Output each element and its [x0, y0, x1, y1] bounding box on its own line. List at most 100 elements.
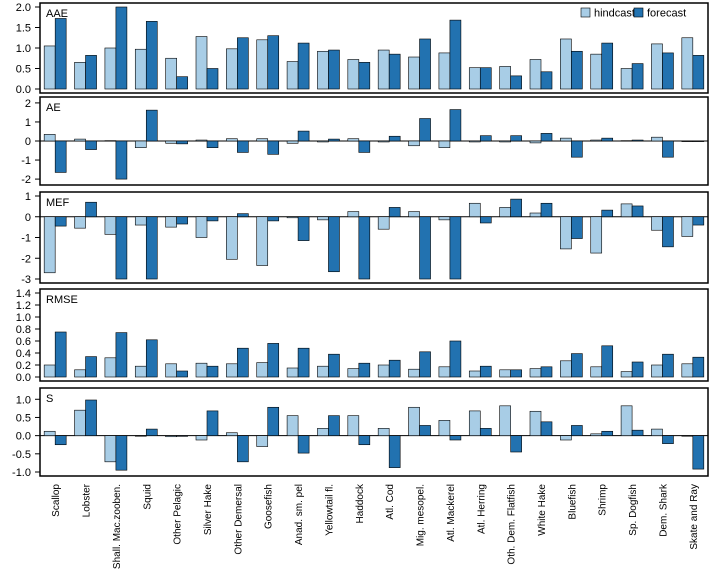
bar-forecast	[328, 138, 340, 142]
bar-hindcast	[651, 136, 663, 142]
bar-hindcast	[256, 138, 269, 142]
bar-hindcast	[134, 48, 147, 90]
y-tick-label: 0	[25, 136, 31, 148]
bar-hindcast	[286, 216, 299, 219]
bar-hindcast	[317, 140, 329, 143]
bar-forecast	[328, 415, 340, 436]
bar-hindcast	[377, 428, 390, 436]
bar-hindcast	[377, 140, 390, 143]
bar-hindcast	[43, 134, 56, 142]
bar-forecast	[571, 353, 583, 378]
bar-hindcast	[499, 405, 511, 436]
bar-forecast	[388, 53, 401, 90]
y-tick-label: 1.0	[16, 43, 31, 55]
bar-forecast	[237, 140, 249, 153]
bar-forecast	[176, 370, 188, 378]
bar-hindcast	[165, 140, 177, 144]
panel-ae: -2 -1 0 1 2 AE	[21, 96, 709, 186]
bar-forecast	[206, 68, 219, 90]
bar-hindcast	[195, 216, 208, 238]
bar-forecast	[388, 135, 401, 142]
y-tick-label: 0.0	[16, 372, 31, 384]
bar-forecast	[631, 205, 644, 218]
y-tick-label: -1.0	[12, 467, 31, 479]
x-tick-label: Other Demersal	[233, 484, 244, 555]
y-tick-label: -2	[21, 174, 31, 186]
bar-hindcast	[408, 211, 420, 218]
x-axis-labels: Scallop Lobster Shall. Mac.zooben. Squid Oth…	[51, 483, 700, 569]
bar-hindcast	[43, 430, 56, 436]
bar-forecast	[297, 435, 310, 454]
bar-hindcast	[134, 216, 147, 226]
x-tick-label: White Hake	[537, 484, 548, 536]
bar-hindcast	[347, 138, 360, 142]
bar-forecast	[510, 198, 522, 218]
bar-forecast	[540, 421, 553, 436]
bar-hindcast	[468, 202, 481, 218]
y-tick-label: -0.5	[12, 449, 31, 461]
bar-hindcast	[438, 366, 451, 378]
bar-forecast	[388, 207, 401, 218]
bar-hindcast	[620, 68, 633, 90]
bar-hindcast	[438, 420, 451, 436]
bar-hindcast	[651, 364, 663, 378]
bar-forecast	[297, 347, 310, 378]
x-tick-label: Bluefish	[567, 484, 578, 520]
bar-forecast	[176, 216, 188, 225]
bar-hindcast	[499, 140, 511, 143]
bar-hindcast	[195, 435, 208, 441]
bar-forecast	[692, 216, 705, 226]
bar-hindcast	[256, 362, 269, 378]
bar-hindcast	[104, 140, 117, 142]
bar-forecast	[540, 366, 553, 378]
bar-hindcast	[681, 435, 694, 437]
bar-hindcast	[468, 370, 481, 378]
bar-hindcast	[408, 406, 420, 436]
bar-forecast	[692, 140, 705, 142]
bar-forecast	[237, 213, 249, 218]
bar-hindcast	[499, 369, 511, 378]
bar-forecast	[692, 435, 705, 470]
bar-hindcast	[74, 409, 86, 436]
bar-hindcast	[408, 368, 420, 378]
legend-label-hindcast: hindcast	[594, 8, 635, 20]
bar-hindcast	[590, 216, 603, 254]
bar-hindcast	[468, 410, 481, 436]
bar-forecast	[328, 216, 340, 273]
bar-forecast	[510, 75, 522, 90]
y-tick-label: 1.0	[16, 394, 31, 406]
bar-hindcast	[347, 415, 360, 436]
x-tick-label: Anad. sm. pel	[294, 484, 305, 545]
bar-forecast	[449, 340, 462, 378]
bar-hindcast	[377, 216, 390, 230]
bar-hindcast	[104, 47, 117, 90]
bar-forecast	[419, 216, 431, 280]
y-tick-label: 1.0	[16, 312, 31, 324]
bar-hindcast	[590, 366, 603, 378]
bar-forecast	[479, 135, 492, 142]
bar-hindcast	[560, 38, 572, 90]
bar-hindcast	[256, 435, 269, 447]
bar-hindcast	[286, 415, 299, 436]
bar-forecast	[176, 140, 188, 145]
bar-forecast	[237, 435, 249, 463]
bar-hindcast	[499, 66, 511, 90]
bar-forecast	[358, 216, 371, 280]
bar-forecast	[358, 140, 371, 153]
bar-forecast	[85, 201, 97, 218]
bar-hindcast	[620, 405, 633, 436]
bar-forecast	[449, 19, 462, 90]
bar-forecast	[358, 435, 371, 446]
bar-hindcast	[256, 39, 269, 90]
panel-frame	[39, 387, 709, 477]
bar-forecast	[631, 361, 644, 378]
bar-hindcast	[590, 53, 603, 90]
bar-forecast	[267, 216, 280, 222]
bar-hindcast	[560, 137, 572, 142]
bar-hindcast	[74, 216, 86, 229]
bar-forecast	[85, 55, 97, 90]
bar-hindcast	[74, 369, 86, 378]
bar-forecast	[297, 130, 310, 142]
bar-hindcast	[651, 216, 663, 231]
